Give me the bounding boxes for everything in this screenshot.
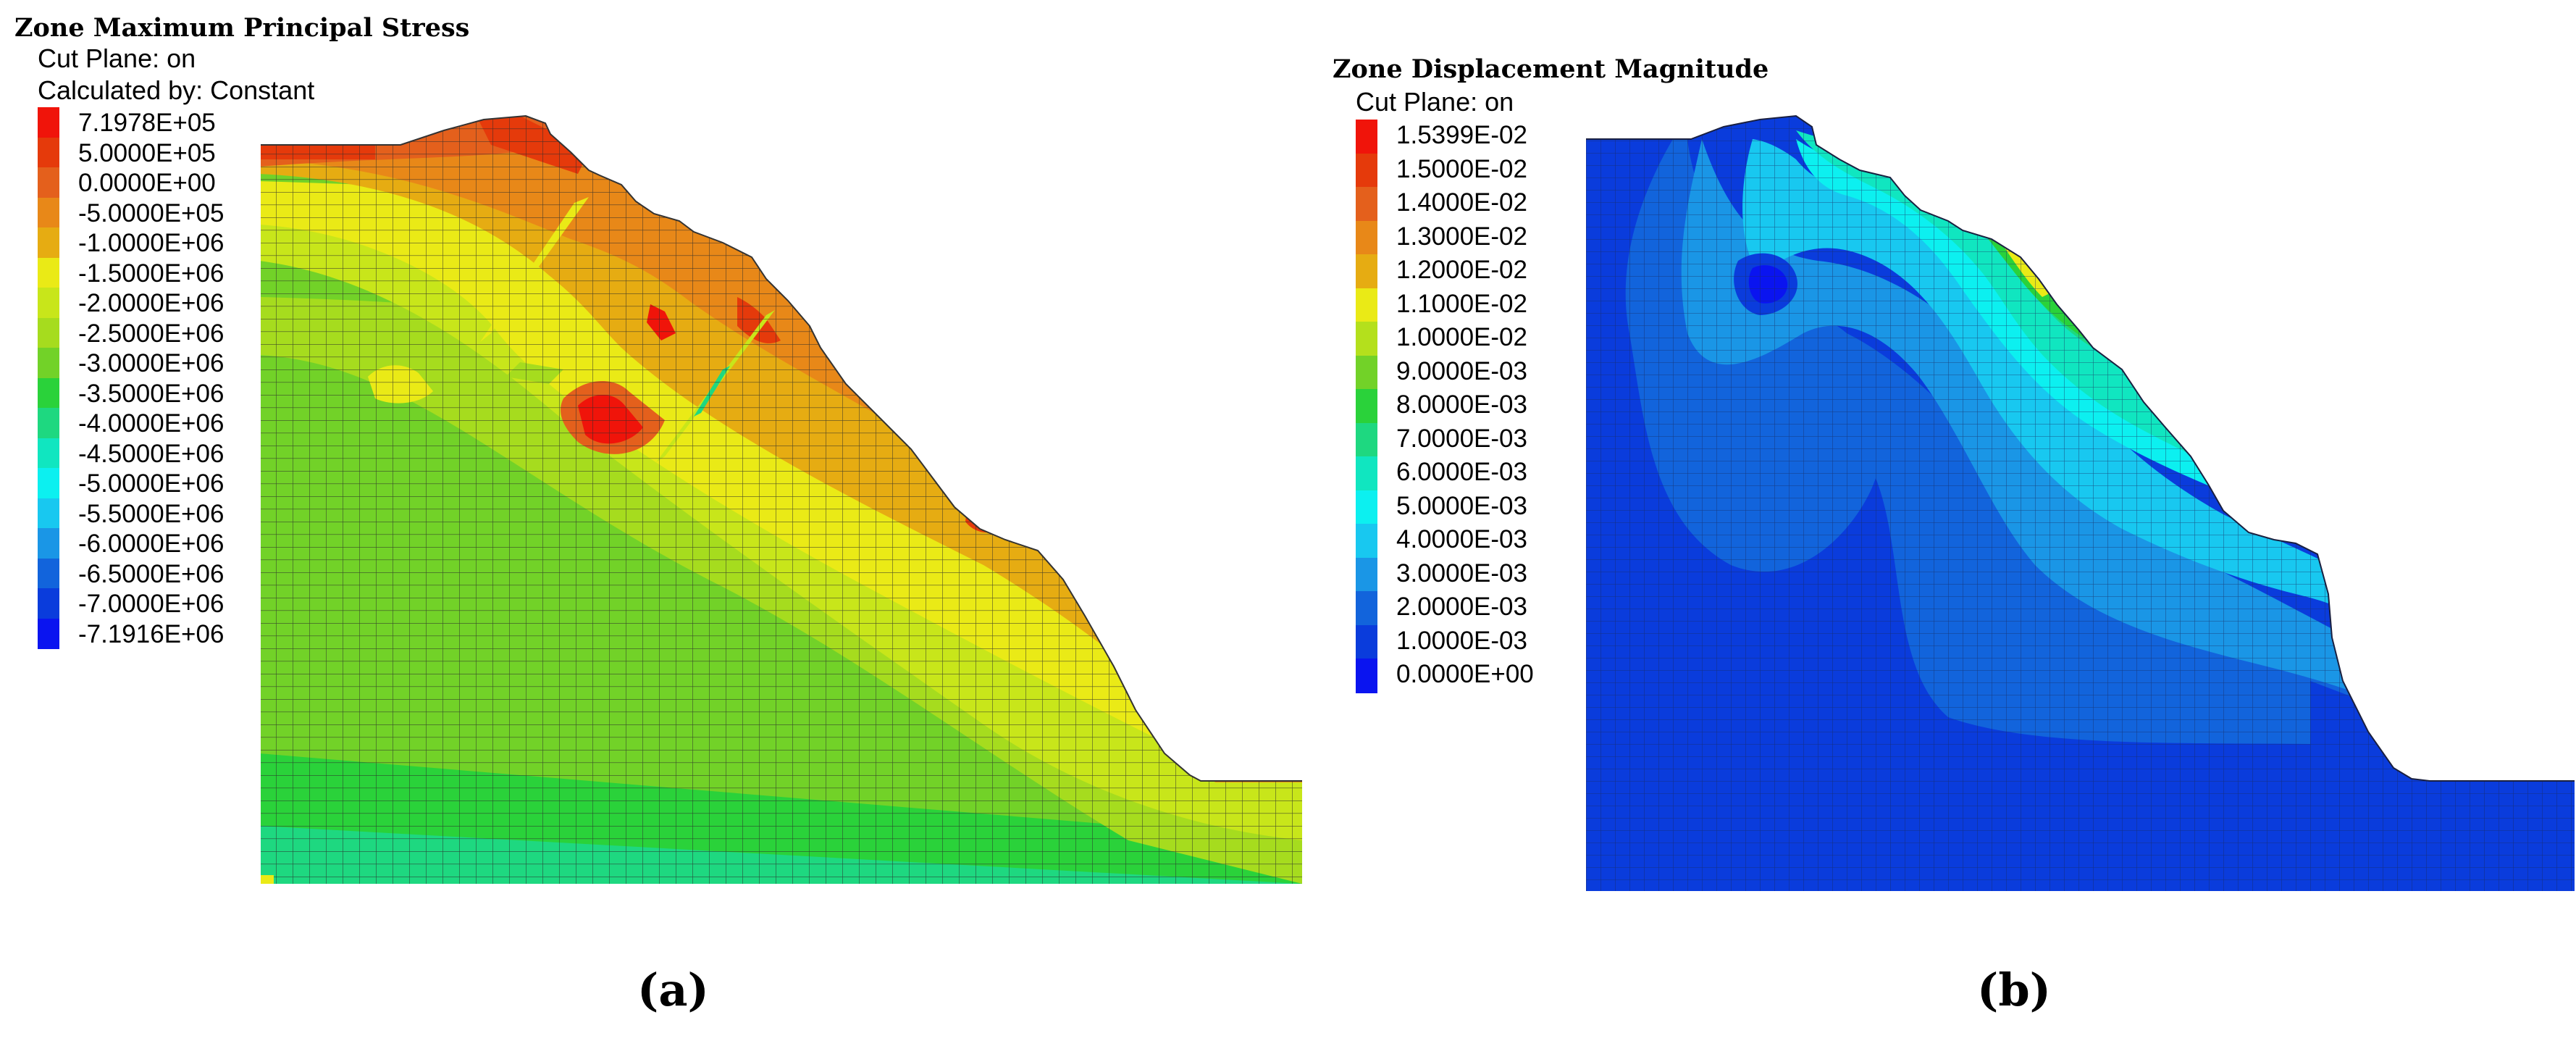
displacement-legend-label: 1.0000E-03: [1396, 626, 1527, 655]
displacement-legend-swatch: [1356, 288, 1377, 322]
stress-legend-swatch: [38, 107, 59, 138]
displacement-legend-swatch: [1356, 220, 1377, 255]
panel-a-subtitle-cut-plane: Cut Plane: on: [38, 43, 196, 73]
displacement-legend-label: 1.5399E-02: [1396, 121, 1527, 149]
stress-legend-label: -5.0000E+06: [78, 469, 225, 498]
panel-a-title: Zone Maximum Principal Stress: [14, 13, 470, 43]
stress-legend-label: -3.5000E+06: [78, 379, 225, 408]
stress-legend-label: 5.0000E+05: [78, 138, 216, 167]
stress-legend-label: -6.5000E+06: [78, 559, 225, 588]
displacement-legend-swatch: [1356, 557, 1377, 592]
stress-legend-swatch: [38, 167, 59, 198]
displacement-legend-label: 0.0000E+00: [1396, 660, 1534, 688]
stress-legend-swatch: [38, 227, 59, 259]
stress-legend-label: -1.5000E+06: [78, 259, 225, 288]
panel-a-caption: (a): [637, 963, 709, 1016]
displacement-legend-label: 1.4000E-02: [1396, 188, 1527, 217]
stress-legend-swatch: [38, 377, 59, 409]
panel-b-legend: 1.5399E-02 1.5000E-02 1.4000E-02 1.3000E-02…: [1356, 120, 1645, 699]
displacement-legend-label: 9.0000E-03: [1396, 356, 1527, 385]
displacement-legend-label: 4.0000E-03: [1396, 525, 1527, 553]
stress-contour-plot: [261, 114, 1302, 884]
panel-a-stress: Zone Maximum Principal Stress Cut Plane:…: [14, 13, 1302, 1016]
displacement-legend-label: 1.5000E-02: [1396, 154, 1527, 183]
displacement-legend-swatch: [1356, 355, 1377, 390]
stress-legend-swatch: [38, 498, 59, 529]
displacement-legend-label: 3.0000E-03: [1396, 559, 1527, 588]
stress-legend-swatch: [38, 408, 59, 439]
stress-legend-label: -5.5000E+06: [78, 499, 225, 528]
displacement-legend-label: 8.0000E-03: [1396, 390, 1527, 419]
stress-legend-swatch: [38, 137, 59, 168]
stress-legend-label: -2.0000E+06: [78, 289, 225, 317]
panel-b-displacement: Zone Displacement Magnitude Cut Plane: o…: [1304, 0, 2576, 1041]
stress-legend-label: -3.0000E+06: [78, 349, 225, 377]
stress-legend-label: -7.0000E+06: [78, 590, 225, 618]
panel-b-caption: (b): [1977, 963, 2052, 1016]
displacement-legend-swatch: [1356, 524, 1377, 559]
panel-a-legend: 7.1978E+05 5.0000E+05 0.0000E+00 -5.0000E+0…: [38, 107, 327, 716]
stress-legend-swatch: [38, 558, 59, 589]
displacement-legend-swatch: [1356, 456, 1377, 491]
displacement-legend-swatch: [1356, 659, 1377, 693]
stress-legend-swatch: [38, 438, 59, 469]
displacement-legend-swatch: [1356, 490, 1377, 524]
displacement-legend-label: 1.1000E-02: [1396, 289, 1527, 318]
stress-legend-swatch: [38, 317, 59, 348]
stress-legend-label: -4.5000E+06: [78, 439, 225, 468]
stress-legend-swatch: [38, 257, 59, 288]
stress-legend-swatch: [38, 588, 59, 619]
stress-legend-label: 7.1978E+05: [78, 109, 216, 137]
displacement-legend-label: 6.0000E-03: [1396, 458, 1527, 486]
stress-legend-swatch: [38, 348, 59, 379]
stress-legend-label: -1.0000E+06: [78, 229, 225, 257]
panel-b-title: Zone Displacement Magnitude: [1333, 54, 1769, 84]
displacement-legend-swatch: [1356, 624, 1377, 659]
stress-legend-label: -6.0000E+06: [78, 530, 225, 558]
displacement-contour-plot: [1586, 114, 2575, 891]
displacement-legend-swatch: [1356, 422, 1377, 457]
displacement-legend-label: 7.0000E-03: [1396, 424, 1527, 453]
displacement-legend-label: 1.3000E-02: [1396, 222, 1527, 251]
displacement-legend-label: 1.2000E-02: [1396, 256, 1527, 284]
stress-legend-swatch: [38, 288, 59, 319]
displacement-legend-swatch: [1356, 591, 1377, 626]
displacement-legend-swatch: [1356, 187, 1377, 222]
panel-b-subtitle-cut-plane: Cut Plane: on: [1356, 87, 1514, 117]
panel-a-subtitle-calculated-by: Calculated by: Constant: [38, 75, 315, 105]
displacement-legend-label: 5.0000E-03: [1396, 491, 1527, 520]
displacement-legend-label: 2.0000E-03: [1396, 593, 1527, 621]
stress-legend-swatch: [38, 618, 59, 649]
displacement-legend-swatch: [1356, 389, 1377, 424]
stress-legend-label: -5.0000E+05: [78, 198, 225, 227]
stress-legend-label: -4.0000E+06: [78, 409, 225, 438]
stress-legend-label: -7.1916E+06: [78, 619, 225, 648]
stress-legend-label: 0.0000E+00: [78, 169, 216, 197]
displacement-legend-swatch: [1356, 153, 1377, 188]
displacement-legend-swatch: [1356, 322, 1377, 356]
stress-legend-swatch: [38, 197, 59, 228]
stress-legend-label: -2.5000E+06: [78, 319, 225, 348]
stress-legend-swatch: [38, 468, 59, 499]
displacement-legend-swatch: [1356, 120, 1377, 154]
displacement-legend-swatch: [1356, 254, 1377, 289]
stress-legend-swatch: [38, 528, 59, 559]
displacement-legend-label: 1.0000E-02: [1396, 323, 1527, 351]
